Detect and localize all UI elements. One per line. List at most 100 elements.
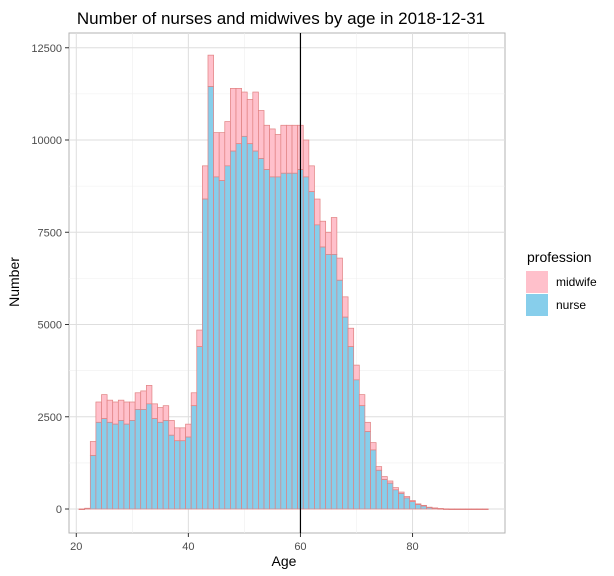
bar-nurse-age-48 [230, 150, 237, 510]
bar-midwife-age-32 [140, 390, 147, 410]
bar-midwife-age-36 [162, 405, 170, 421]
y-tick-label: 5000 [38, 320, 62, 332]
bar-nurse-age-42 [196, 346, 203, 510]
bar-midwife-age-68 [342, 296, 349, 318]
y-tick-label: 12500 [31, 43, 62, 55]
bar-midwife-age-54 [263, 124, 270, 170]
bar-nurse-age-24 [95, 421, 102, 510]
bar-midwife-age-26 [106, 399, 114, 423]
bar-nurse-age-47 [224, 165, 231, 510]
bar-nurse-age-45 [213, 176, 220, 510]
bar-nurse-age-59 [291, 172, 298, 510]
bar-nurse-age-32 [140, 409, 147, 510]
bar-nurse-age-76 [386, 482, 394, 510]
bar-midwife-age-50 [241, 91, 248, 137]
bar-nurse-age-93 [482, 508, 489, 510]
bar-nurse-age-84 [431, 507, 439, 510]
bar-midwife-age-23 [89, 441, 97, 456]
bar-nurse-age-58 [286, 172, 293, 510]
axes: 20 40 60 80 0 2500 5000 7500 10000 12500 [31, 43, 418, 553]
bar-nurse-age-75 [381, 479, 388, 510]
bar-nurse-age-55 [269, 176, 276, 510]
bar-nurse-age-29 [123, 423, 130, 510]
x-axis-title: Age [272, 553, 297, 569]
bar-nurse-age-33 [145, 403, 153, 510]
bar-nurse-age-35 [157, 421, 164, 510]
bar-midwife-age-49 [235, 88, 242, 145]
bar-nurse-age-62 [308, 191, 315, 510]
bar-midwife-age-72 [364, 421, 371, 432]
bar-nurse-age-81 [414, 504, 422, 510]
bar-nurse-age-31 [134, 409, 142, 510]
bar-midwife-age-69 [347, 327, 355, 348]
bar-nurse-age-61 [302, 176, 310, 510]
bar-midwife-age-63 [314, 198, 321, 226]
legend-label-nurse: nurse [556, 298, 586, 312]
bar-nurse-age-43 [202, 198, 209, 510]
bar-midwife-age-38 [174, 427, 181, 442]
bar-nurse-age-34 [151, 418, 158, 510]
bar-midwife-age-43 [202, 165, 209, 200]
bar-midwife-age-40 [185, 423, 192, 438]
x-tick-label: 40 [182, 541, 194, 553]
bar-midwife-age-65 [325, 231, 332, 255]
bar-midwife-age-47 [224, 121, 231, 167]
bar-midwife-age-71 [358, 394, 366, 407]
bar-nurse-age-69 [347, 346, 355, 510]
legend-label-midwife: midwife [556, 275, 597, 289]
bar-nurse-age-56 [274, 176, 282, 510]
bar-midwife-age-25 [101, 394, 108, 419]
bar-midwife-age-35 [157, 407, 164, 423]
bar-nurse-age-79 [403, 497, 411, 510]
histogram-bars [78, 54, 489, 510]
bar-nurse-age-71 [358, 405, 366, 510]
legend: profession midwife nurse [526, 249, 597, 316]
bar-nurse-age-53 [258, 158, 265, 510]
bar-nurse-age-74 [375, 469, 383, 510]
bar-nurse-age-37 [168, 434, 175, 510]
bar-nurse-age-80 [409, 501, 416, 510]
bar-midwife-age-58 [286, 124, 293, 174]
bar-nurse-age-21 [78, 508, 86, 510]
x-tick-label: 20 [70, 541, 82, 553]
bar-midwife-age-61 [302, 139, 310, 178]
bar-midwife-age-75 [381, 476, 388, 480]
bar-nurse-age-85 [437, 508, 444, 510]
bar-midwife-age-29 [123, 401, 130, 425]
bar-midwife-age-44 [207, 54, 214, 87]
bar-nurse-age-22 [84, 507, 91, 510]
bar-nurse-age-46 [218, 180, 226, 510]
bar-nurse-age-25 [101, 418, 108, 510]
bar-nurse-age-39 [179, 440, 186, 510]
chart-title: Number of nurses and midwives by age in … [77, 9, 485, 28]
bar-midwife-age-67 [336, 257, 343, 281]
bar-nurse-age-57 [280, 172, 287, 510]
bar-midwife-age-56 [274, 134, 282, 178]
legend-title: profession [527, 249, 592, 265]
bar-midwife-age-73 [370, 442, 377, 451]
bar-nurse-age-40 [185, 436, 192, 510]
bar-nurse-age-50 [241, 135, 248, 510]
bar-nurse-age-91 [471, 508, 478, 510]
legend-swatch-midwife [526, 271, 548, 293]
bar-midwife-age-34 [151, 403, 158, 419]
bar-nurse-age-82 [420, 505, 427, 510]
bar-nurse-age-30 [129, 420, 136, 510]
bar-nurse-age-90 [465, 508, 472, 510]
y-axis-title: Number [6, 257, 22, 307]
bar-nurse-age-64 [319, 246, 327, 510]
bar-nurse-age-23 [89, 455, 97, 510]
bar-nurse-age-78 [398, 493, 405, 510]
bar-midwife-age-53 [258, 110, 265, 159]
bar-midwife-age-45 [213, 132, 220, 178]
bar-nurse-age-27 [112, 423, 119, 510]
y-tick-label: 0 [56, 504, 62, 516]
bar-nurse-age-83 [426, 507, 433, 510]
legend-swatch-nurse [526, 294, 548, 316]
bar-nurse-age-28 [117, 420, 125, 510]
bar-midwife-age-30 [129, 401, 136, 421]
x-tick-label: 60 [294, 541, 306, 553]
bar-nurse-age-44 [207, 86, 214, 510]
